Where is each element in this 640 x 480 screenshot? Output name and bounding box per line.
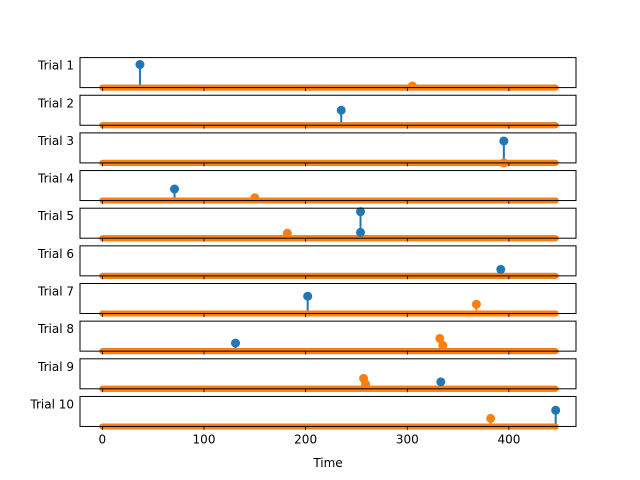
stem-marker [436,377,446,387]
trial-label: Trial 6 [37,247,74,261]
x-tick-label: 0 [99,432,107,446]
trial-label: Trial 10 [29,397,74,411]
stem-marker [336,105,346,115]
trial-label: Trial 4 [37,172,74,186]
x-axis: 0 100 200 300 400 [99,432,521,446]
trial-label: Trial 3 [37,134,74,148]
panel-frame [79,57,577,89]
stem-marker [438,340,448,350]
stem-marker [356,207,366,217]
trial-panel: Trial 3 [37,132,577,168]
stem-marker [231,338,241,348]
x-axis-label: Time [312,456,342,470]
trial-label: Trial 5 [37,209,74,223]
panel-frame [79,170,577,202]
stem-marker [407,81,417,91]
trial-panel: Trial 9 [37,358,577,393]
x-tick-label: 200 [294,432,317,446]
stem-marker [356,227,366,237]
stem-marker [361,379,371,389]
x-tick-label: 400 [497,432,520,446]
stem-marker [282,228,292,238]
trial-panel: Trial 5 [37,207,577,242]
trial-panels: Trial 1 Trial 2 Trial 3 Trial 4 Trial 5 Trial… [29,57,577,430]
stem-marker [135,60,145,70]
stem-marker [471,299,481,309]
panel-frame [79,320,577,352]
panel-frame [79,207,577,239]
panel-frame [79,283,577,314]
stem-marker [303,291,313,301]
x-tick-label: 300 [396,432,419,446]
stem-marker [486,413,496,423]
panel-frame [79,94,577,126]
trial-panel: Trial 6 [37,245,577,280]
stem-marker [499,136,509,146]
stem-marker [170,184,180,194]
panel-frame [79,395,577,427]
trial-label: Trial 1 [37,59,74,73]
trial-label: Trial 8 [37,322,74,336]
stem-marker [551,405,561,415]
x-tick-label: 100 [193,432,216,446]
panel-frame [79,132,577,164]
stem-marker [435,333,445,343]
trial-panel: Trial 7 [37,283,577,317]
trial-panel: Trial 4 [37,170,577,205]
trial-panel: Trial 8 [37,320,577,355]
stem-marker [496,264,506,274]
trial-panel: Trial 2 [37,94,577,129]
trial-label: Trial 2 [37,96,74,110]
stem-marker [250,193,260,203]
trial-panel: Trial 1 [37,57,577,92]
trial-label: Trial 9 [37,360,74,374]
trial-panel: Trial 10 [29,395,577,430]
panel-frame [79,358,577,390]
trial-label: Trial 7 [37,285,74,299]
panel-frame [79,245,577,277]
